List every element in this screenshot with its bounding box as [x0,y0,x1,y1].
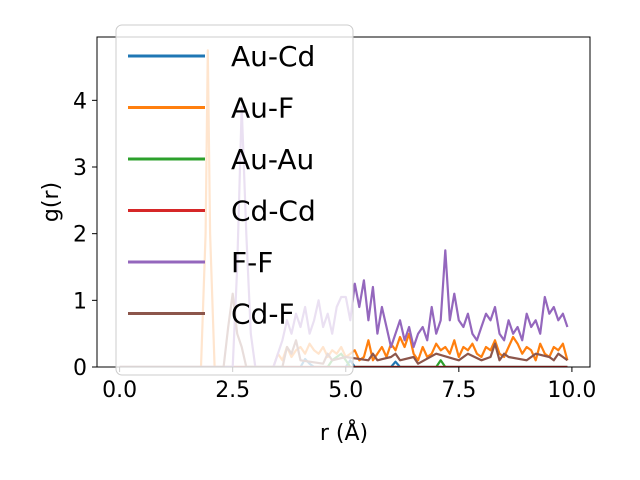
y-tick-label: 3 [73,156,87,181]
y-tick-label: 1 [73,289,87,314]
x-tick-label: 0.0 [102,378,137,403]
series-line-cd-f [119,292,569,367]
x-tick-label: 5.0 [328,378,363,403]
legend-label-cd-f: Cd-F [231,298,295,331]
y-axis: 0 1 2 3 4 [73,89,97,381]
legend-label-au-au: Au-Au [231,143,314,176]
legend-label-f-f: F-F [231,246,273,279]
y-tick-label: 2 [73,223,87,248]
y-tick-label: 4 [73,89,87,114]
x-axis-label: r (Å) [320,419,368,446]
legend-label-cd-cd: Cd-Cd [231,195,316,228]
x-tick-label: 7.5 [441,378,476,403]
y-tick-label: 0 [73,356,87,381]
x-tick-label: 2.5 [215,378,250,403]
legend-frame [115,24,354,376]
x-axis: 0.0 2.5 5.0 7.5 10.0 [102,367,596,403]
legend-label-au-f: Au-F [231,92,294,125]
legend-label-au-cd: Au-Cd [231,40,315,73]
legend: Au-Cd Au-F Au-Au Cd-Cd F-F Cd-F [115,24,354,376]
x-tick-label: 10.0 [547,378,596,403]
y-axis-label: g(r) [39,182,64,222]
